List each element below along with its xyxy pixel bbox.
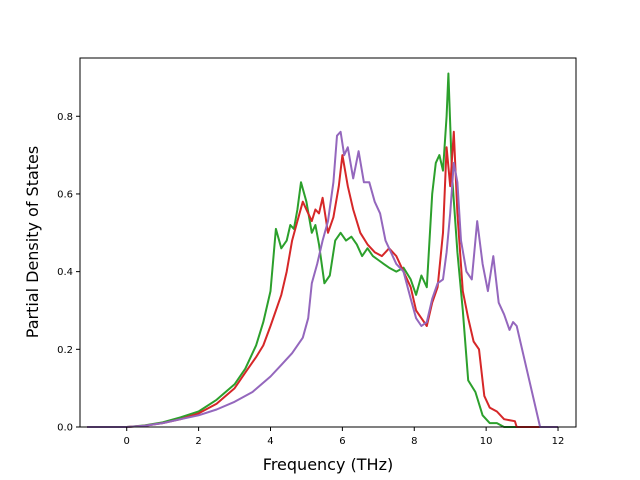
x-tick-label: 4 [267, 436, 273, 447]
x-tick-label: 0 [124, 436, 130, 447]
y-tick-label: 0.2 [57, 345, 73, 356]
x-tick-label: 2 [195, 436, 201, 447]
plot-lines [87, 72, 558, 428]
x-axis: 0 2 4 6 8 10 12 [124, 427, 565, 447]
x-axis-label: Frequency (THz) [263, 455, 393, 474]
x-tick-label: 6 [339, 436, 345, 447]
x-tick-label: 8 [411, 436, 417, 447]
plot-frame [79, 57, 577, 428]
x-tick-label: 12 [552, 436, 565, 447]
series-line-2 [87, 130, 558, 428]
y-tick-label: 0.6 [57, 189, 73, 200]
y-tick-label: 0.4 [57, 267, 73, 278]
y-tick-label: 0.0 [57, 423, 73, 434]
series-line-3 [87, 130, 558, 428]
y-axis-label: Partial Density of States [23, 146, 42, 338]
x-tick-label: 10 [480, 436, 493, 447]
series-line-1 [87, 72, 558, 428]
y-axis: 0.0 0.2 0.4 0.6 0.8 [57, 112, 80, 434]
y-tick-label: 0.8 [57, 112, 73, 123]
